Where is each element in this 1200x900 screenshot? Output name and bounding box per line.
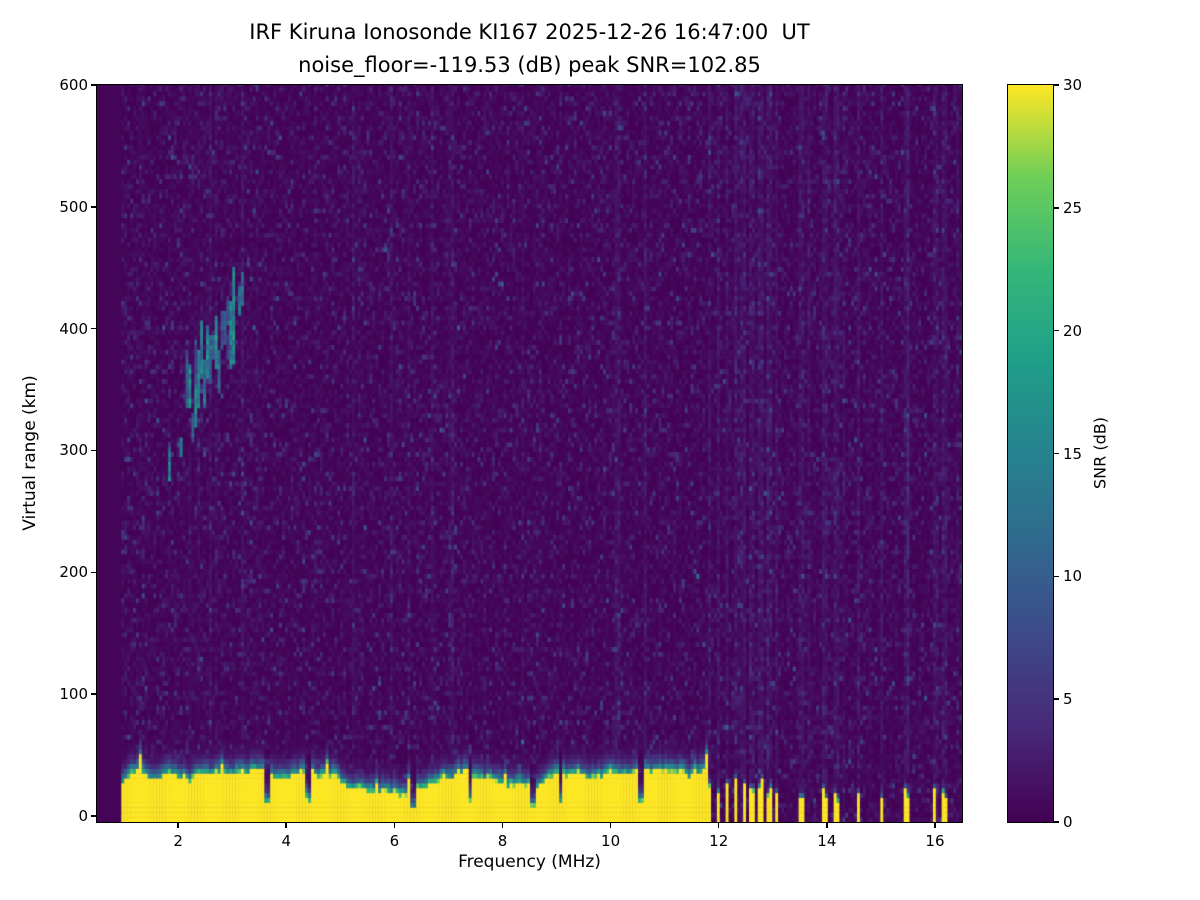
- x-tick-mark: [393, 823, 396, 828]
- y-tick-label: 600: [59, 76, 88, 94]
- colorbar-tick-mark: [1054, 207, 1059, 209]
- x-tick-mark: [717, 823, 720, 828]
- colorbar-tick-label: 5: [1063, 690, 1073, 709]
- x-tick-label: 2: [173, 832, 183, 850]
- colorbar-tick-label: 0: [1063, 813, 1073, 831]
- colorbar-tick-mark: [1054, 821, 1059, 823]
- plot-area: [96, 84, 963, 823]
- colorbar-tick-mark: [1054, 575, 1059, 578]
- colorbar-tick-label: 25: [1063, 198, 1083, 217]
- x-tick-label: 6: [389, 832, 400, 850]
- x-tick-label: 12: [709, 832, 729, 850]
- y-tick-label: 400: [59, 319, 88, 338]
- chart-subtitle: noise_floor=-119.53 (dB) peak SNR=102.85: [298, 53, 761, 77]
- colorbar-tick-label: 10: [1063, 567, 1083, 586]
- y-tick-mark: [91, 449, 96, 452]
- colorbar-tick-mark: [1054, 698, 1059, 700]
- y-tick-mark: [91, 84, 96, 86]
- x-tick-mark: [285, 823, 287, 828]
- y-tick-mark: [91, 206, 96, 208]
- x-axis-label: Frequency (MHz): [458, 852, 601, 872]
- x-tick-mark: [501, 823, 504, 828]
- ionogram-canvas: [97, 85, 962, 822]
- y-tick-mark: [91, 327, 96, 330]
- x-tick-mark: [934, 823, 936, 828]
- colorbar-tick-label: 20: [1063, 321, 1083, 340]
- chart-title: IRF Kiruna Ionosonde KI167 2025-12-26 16…: [249, 20, 810, 44]
- colorbar-tick-label: 30: [1063, 76, 1083, 94]
- y-tick-label: 0: [78, 806, 88, 825]
- x-tick-label: 8: [497, 832, 508, 850]
- colorbar-tick-mark: [1054, 329, 1059, 332]
- x-tick-mark: [609, 823, 612, 828]
- colorbar-tick-label: 15: [1063, 444, 1083, 463]
- x-tick-label: 4: [281, 832, 291, 850]
- colorbar-tick-mark: [1054, 84, 1059, 86]
- colorbar-tick-mark: [1054, 452, 1059, 455]
- colorbar: [1007, 84, 1054, 823]
- y-tick-label: 200: [59, 563, 88, 582]
- colorbar-canvas: [1008, 85, 1053, 822]
- x-tick-label: 10: [601, 832, 621, 850]
- x-tick-mark: [826, 823, 828, 828]
- y-tick-mark: [91, 571, 96, 574]
- x-tick-label: 14: [817, 832, 837, 850]
- y-tick-mark: [91, 815, 96, 817]
- y-axis-label: Virtual range (km): [20, 375, 40, 531]
- x-tick-label: 16: [925, 832, 945, 850]
- y-tick-label: 300: [59, 441, 88, 460]
- y-tick-mark: [91, 693, 96, 695]
- y-tick-label: 100: [59, 685, 88, 704]
- x-tick-mark: [177, 823, 179, 828]
- y-tick-label: 500: [59, 197, 88, 216]
